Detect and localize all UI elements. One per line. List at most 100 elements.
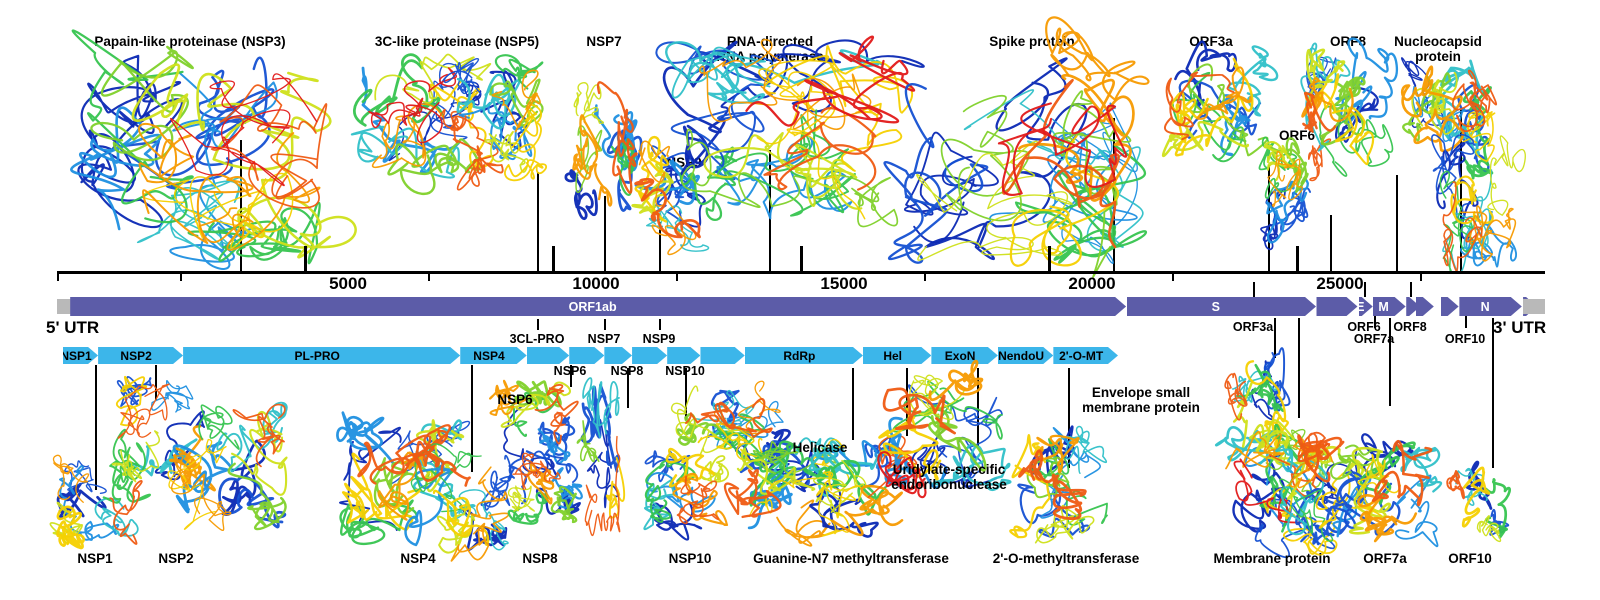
nsp-segment-rdrp[interactable]: RdRp (745, 347, 863, 364)
nsp-label-3cl-pro: 3CL-PRO (509, 332, 565, 346)
nsp-segment-label: ExoN (944, 348, 976, 363)
three-prime-utr-label: 3' UTR (1493, 318, 1547, 337)
genome-segment-label: N (1480, 299, 1490, 314)
bottom-label-2-o-methyltransferase: 2'-O-methyltransferase (992, 551, 1140, 566)
bottom-leader-line (1068, 368, 1070, 468)
top-leader-line (240, 140, 242, 271)
nsp-segment-label: 2'-O-MT (1059, 348, 1104, 363)
genome-segment-label: M (1378, 299, 1389, 314)
top-label-papain-like-proteinase-nsp3-: Papain-like proteinase (NSP3) (94, 34, 286, 49)
axis-tick-minor (924, 272, 926, 281)
genome-segment-orf8[interactable] (1441, 297, 1459, 316)
nsp-segment-nsp1[interactable]: NSP1 (63, 347, 98, 364)
top-leader-line (1396, 175, 1398, 271)
axis-tick-minor (1420, 272, 1422, 281)
nsp-segment-nendou[interactable]: NendoU (998, 347, 1053, 364)
nsp-segment-label: NendoU (998, 348, 1045, 363)
protein-structure-orf6 (1258, 135, 1332, 250)
bottom-leader-line (627, 368, 629, 408)
nsp-segment-nsp7[interactable] (604, 347, 632, 364)
protein-structure-orf10 (1445, 460, 1511, 542)
genome-callout-orf6: ORF6 (1347, 320, 1381, 334)
bottom-label-nsp1: NSP1 (77, 551, 113, 566)
genome-segment-e[interactable]: E (1359, 297, 1373, 316)
genome-segment-orf3a[interactable] (1316, 297, 1357, 316)
nsp-segment-pl-pro[interactable]: PL-PRO (183, 347, 460, 364)
protein-structure-nsp7 (564, 81, 643, 220)
genome-bar-row: ORF1ab S E M N (57, 297, 1545, 316)
nsp-label-nsp9: NSP9 (642, 332, 676, 346)
nsp-segment-nsp6[interactable] (569, 347, 604, 364)
genome-segment-orf1ab[interactable]: ORF1ab (70, 297, 1126, 316)
nsp-segment-nsp10[interactable] (700, 347, 744, 364)
three-prime-utr-block (1523, 299, 1545, 314)
protein-structure-nsp4 (336, 410, 470, 545)
protein-structure-orf7a (1329, 433, 1442, 548)
genome-axis-line (57, 271, 1545, 274)
top-leader-line (537, 172, 539, 271)
nsp-bar-row: NSP1 NSP2 PL-PRO NSP4 RdRp Hel ExoN NendoU 2'-O-… (63, 347, 1118, 364)
top-label-nucleocapsid-protein: Nucleocapsid protein (1394, 34, 1482, 65)
nsp-segment-label: Hel (883, 348, 903, 363)
protein-structure-nucleocapsid (1400, 57, 1497, 180)
bottom-label-envelope-small-membrane-protein: Envelope small membrane protein (1082, 385, 1200, 416)
nsp-segment-nsp8[interactable] (632, 347, 667, 364)
protein-structure-spike (882, 16, 1150, 278)
top-leader-line (1268, 165, 1270, 271)
nsp-segment-2-o-mt[interactable]: 2'-O-MT (1053, 347, 1118, 364)
genome-segment-m[interactable]: M (1373, 297, 1406, 316)
genome-segment-orf7a[interactable] (1416, 297, 1434, 316)
protein-structure-orf8 (1300, 37, 1399, 177)
nsp-segment-3cl-pro[interactable] (527, 347, 569, 364)
protein-structure-nsp4b (403, 440, 512, 562)
bottom-leader-line (95, 365, 97, 490)
protein-structure-gn7mt-c (803, 434, 918, 538)
genome-segment-s[interactable]: S (1127, 297, 1317, 316)
genome-segment-n[interactable]: N (1459, 297, 1521, 316)
nsp-segment-label: RdRp (783, 348, 816, 363)
bottom-label-guanine-n7-methyltransferase: Guanine-N7 methyltransferase (753, 551, 949, 566)
nsp-segment-label: NSP2 (120, 348, 152, 363)
protein-structure-nsp6b (507, 450, 583, 525)
axis-tick-major (552, 246, 555, 272)
protein-structure-o-mt (1008, 425, 1110, 544)
axis-tick-label: 20000 (1068, 274, 1116, 293)
genome-callout-orf3a: ORF3a (1232, 320, 1274, 334)
bottom-leader-line (1274, 318, 1276, 358)
genome-callout-orf8: ORF8 (1393, 320, 1427, 334)
nsp-segment-hel[interactable]: Hel (863, 347, 931, 364)
protein-structure-gn7mt (670, 380, 791, 465)
bottom-leader-line (155, 365, 157, 400)
bottom-leader-line (977, 368, 979, 446)
axis-tick-major (1048, 246, 1051, 272)
genome-callout-leader (1410, 282, 1412, 297)
genome-callout-leader (1364, 282, 1366, 297)
top-label-orf3a: ORF3a (1189, 34, 1233, 49)
bottom-label-helicase: Helicase (792, 440, 848, 455)
top-label-nsp7: NSP7 (586, 34, 622, 49)
axis-tick-label: 25000 (1316, 274, 1364, 293)
genome-segment-label: E (1356, 299, 1365, 314)
nsp-segment-nsp9[interactable] (667, 347, 700, 364)
bottom-label-nsp2: NSP2 (158, 551, 194, 566)
bottom-leader-line (1298, 318, 1300, 418)
bottom-label-nsp6: NSP6 (497, 392, 533, 407)
axis-tick-label: 5000 (329, 274, 367, 293)
nsp-label-leader (659, 319, 661, 330)
protein-structure-nsp5b (443, 54, 547, 182)
genome-callout-leader (1465, 316, 1467, 328)
nsp-label-leader (604, 319, 606, 330)
top-leader-line (659, 222, 661, 271)
nsp-segment-exon[interactable]: ExoN (931, 347, 998, 364)
genome-segment-label: S (1211, 299, 1220, 314)
bottom-leader-line (570, 365, 572, 387)
protein-structure-nsp1 (49, 454, 152, 549)
nsp-segment-nsp2[interactable]: NSP2 (98, 347, 183, 364)
nsp-segment-nsp4[interactable]: NSP4 (460, 347, 527, 364)
bottom-label-uridylate-specific-endoribonuclease: Uridylate-specific endoribonuclease (891, 462, 1007, 493)
protein-structure-nsp10 (643, 447, 730, 541)
genome-callout-orf10: ORF10 (1444, 332, 1486, 346)
protein-structure-nsp2b (166, 401, 288, 532)
nsp-segment-label: NSP4 (473, 348, 505, 363)
